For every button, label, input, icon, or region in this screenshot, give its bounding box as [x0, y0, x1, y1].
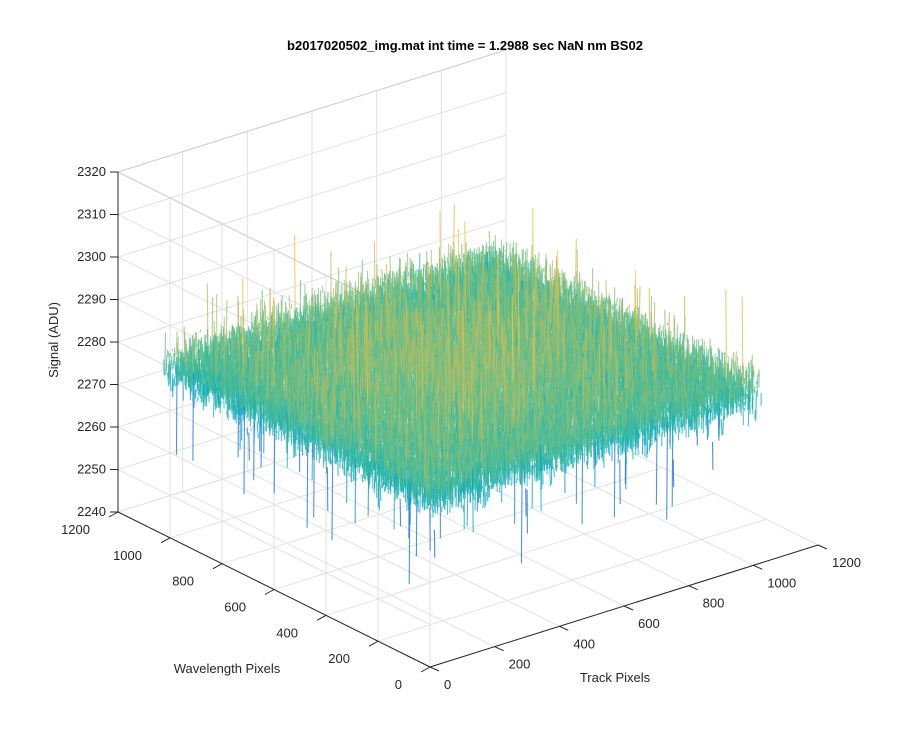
- box-edge: [117, 49, 507, 173]
- surface-strand: [398, 298, 401, 304]
- surface-strand: [546, 295, 548, 305]
- surface-strand: [527, 267, 530, 279]
- surface-strand: [486, 271, 489, 284]
- surface-strand: [494, 258, 497, 275]
- surface-strand: [409, 280, 412, 284]
- surface-strand: [326, 310, 328, 316]
- surface-mesh: [163, 204, 762, 585]
- surface-strand: [542, 268, 545, 271]
- surface-strand: [509, 262, 512, 266]
- grid-line: [273, 467, 663, 590]
- surface-strand: [546, 310, 549, 322]
- surface-strand: [521, 270, 524, 281]
- surface-strand: [465, 314, 468, 319]
- surface-strand: [639, 319, 642, 327]
- surface-strand: [424, 264, 427, 281]
- surface-strand: [424, 282, 427, 290]
- surface-strand: [611, 304, 614, 311]
- surface-strand: [537, 288, 539, 292]
- surface-strand: [452, 289, 455, 297]
- surface-strand: [392, 296, 395, 302]
- surface-strand: [575, 238, 577, 284]
- surface-strand: [380, 285, 383, 293]
- surface-strand: [569, 280, 571, 283]
- surface-strand: [407, 271, 410, 277]
- surface-strand: [460, 276, 462, 279]
- surface-strand: [461, 263, 463, 267]
- surface-strand: [500, 260, 503, 266]
- surface-strand: [396, 283, 399, 295]
- surface-strand: [290, 303, 293, 309]
- surface-strand: [406, 282, 409, 286]
- surface-strand: [501, 279, 503, 283]
- surface-strand: [368, 296, 370, 301]
- surface-strand: [542, 269, 545, 272]
- surface-strand: [581, 314, 583, 328]
- surface-strand: [615, 297, 618, 307]
- surface-strand: [448, 285, 451, 294]
- surface-strand: [406, 252, 409, 281]
- surface-strand: [619, 327, 621, 331]
- surface-strand: [554, 312, 557, 316]
- grid-line: [377, 518, 767, 642]
- surface-strand: [452, 204, 455, 273]
- surface-strand: [537, 271, 540, 275]
- surface-strand: [554, 318, 557, 322]
- surface-strand: [507, 294, 509, 310]
- surface-strand: [350, 296, 353, 310]
- surface-strand: [512, 290, 515, 306]
- grid-line: [325, 492, 715, 616]
- surface-strand: [515, 250, 518, 257]
- surface-strand: [494, 311, 497, 316]
- surface-strand: [505, 258, 507, 265]
- surface-strand: [379, 293, 382, 296]
- surface-strand: [391, 300, 394, 310]
- surface-strand: [473, 249, 476, 273]
- surface-strand: [504, 249, 507, 252]
- surface-strand: [381, 269, 384, 283]
